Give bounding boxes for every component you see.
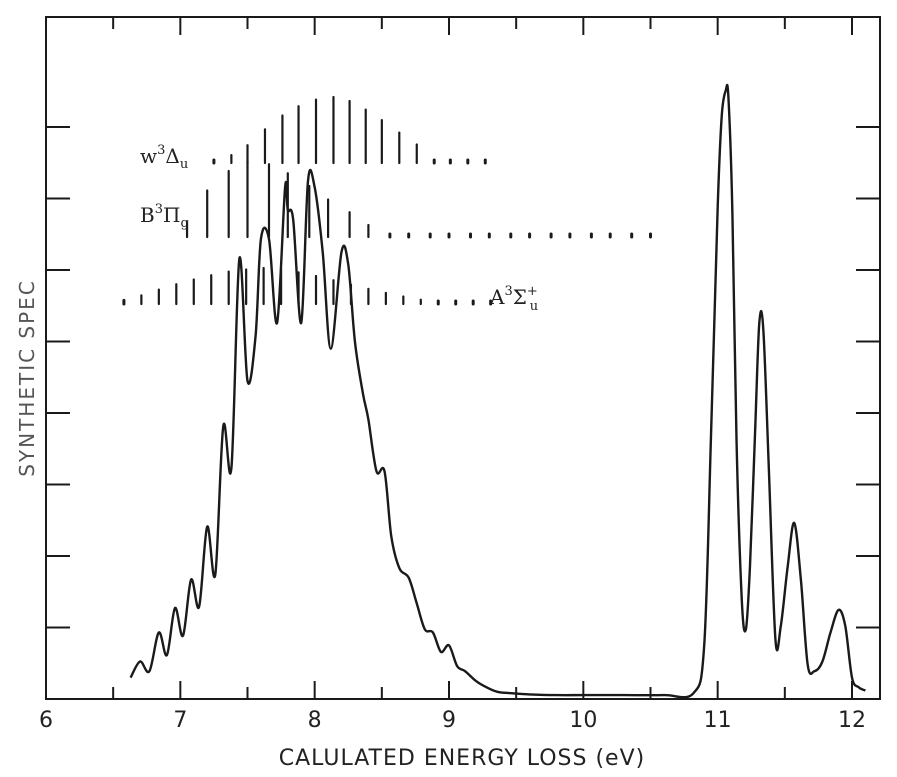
x-tick-labels: 6 7 8 9 10 11 12 [39, 708, 866, 733]
y-axis-title: SYNTHETIC SPEC [15, 279, 39, 477]
progression-2 [185, 160, 652, 239]
progression-1 [212, 95, 487, 165]
progression-label: A3Σ+ u [489, 284, 538, 314]
x-tick-label: 9 [442, 708, 456, 733]
x-tick-label: 8 [308, 708, 322, 733]
x-axis-title: CALULATED ENERGY LOSS (eV) [279, 746, 645, 771]
series-line [129, 83, 866, 699]
progression-3 [122, 266, 493, 306]
x-tick-label: 10 [569, 708, 597, 733]
x-tick-label: 7 [173, 708, 187, 733]
x-ticks [45, 17, 853, 699]
x-tick-label: 11 [704, 708, 732, 733]
progression-label: w3Δu [140, 143, 188, 172]
x-tick-label: 6 [39, 708, 53, 733]
x-tick-label: 12 [838, 708, 866, 733]
plot-frame [45, 16, 881, 700]
progression-label: B3Πg [140, 202, 189, 231]
progression-labels: w3Δu B3Πg A3Σ+ u [140, 143, 538, 314]
progression-bars [122, 95, 652, 306]
y-ticks [46, 126, 880, 629]
